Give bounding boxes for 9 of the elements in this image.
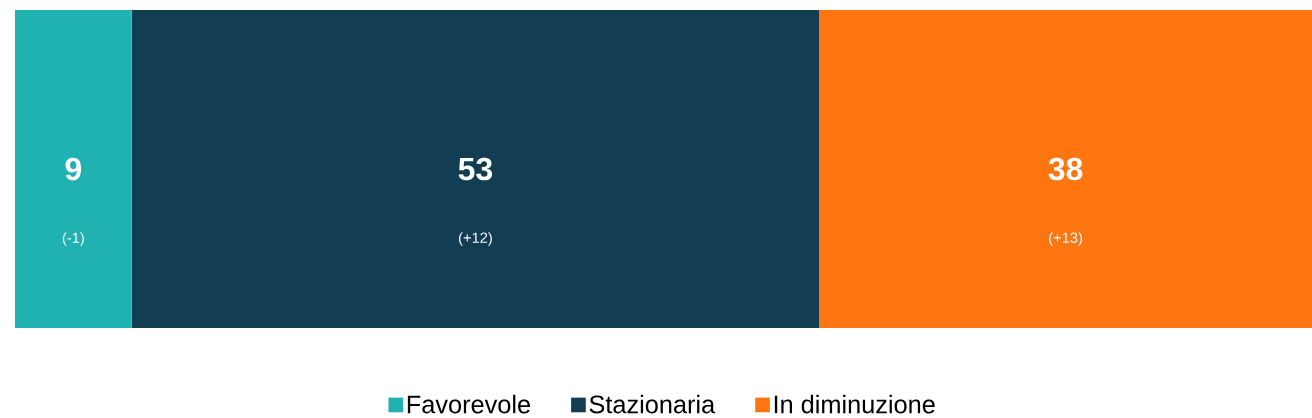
annotation: (+12): [459, 232, 492, 246]
legend-label: Favorevole: [407, 394, 530, 414]
data-label: 9: [65, 157, 82, 181]
legend-label: Stazionaria: [589, 394, 716, 414]
annotation: (-1): [62, 232, 84, 246]
annotation: (+13): [1049, 232, 1082, 246]
legend-label: In diminuzione: [774, 394, 935, 414]
data-label: 38: [1048, 157, 1083, 181]
data-label: 53: [458, 157, 493, 181]
